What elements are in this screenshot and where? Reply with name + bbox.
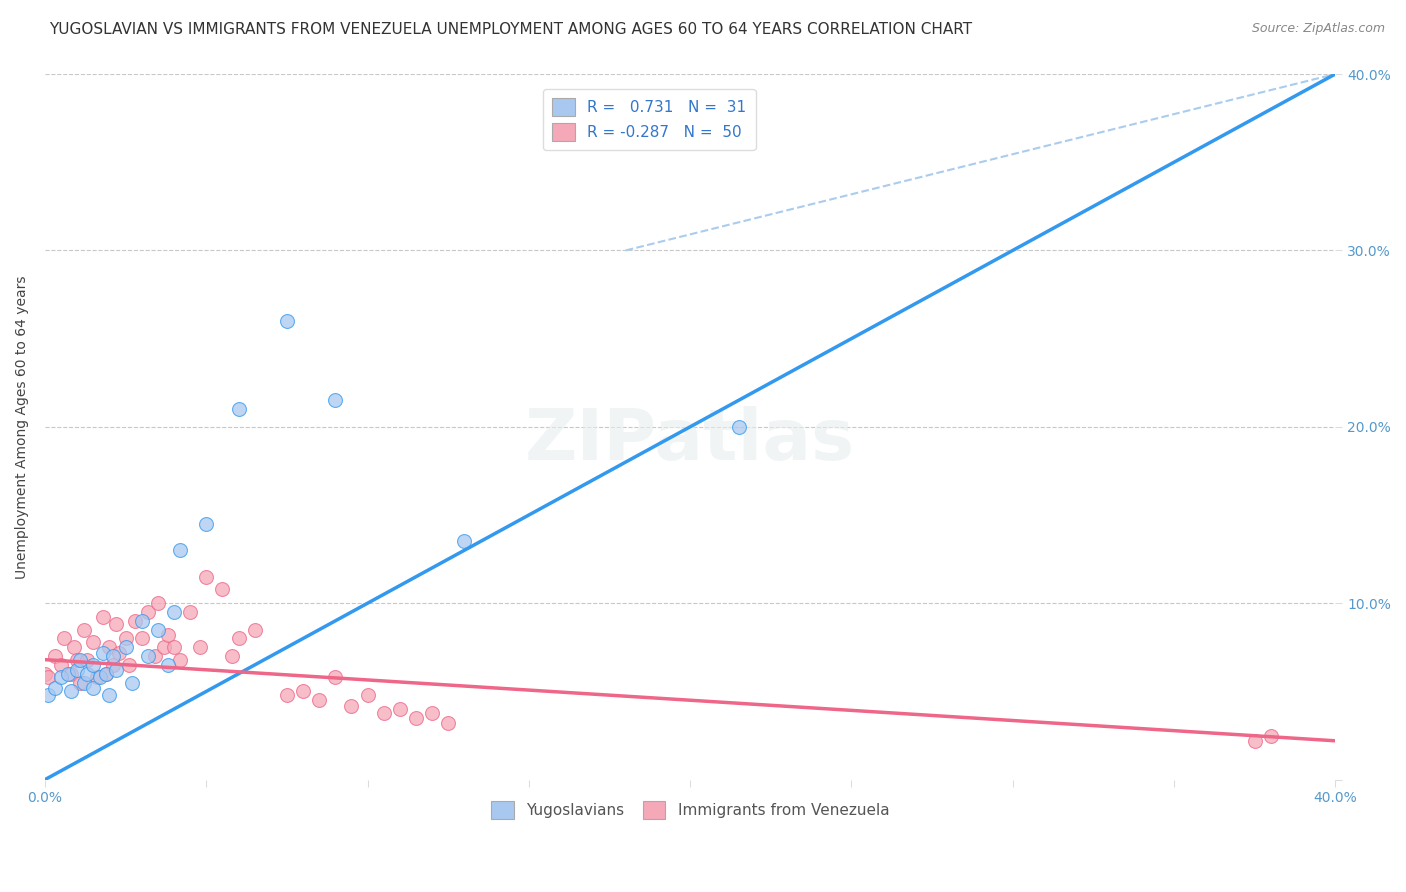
Point xyxy=(146,596,169,610)
Point xyxy=(69,653,91,667)
Point xyxy=(98,640,121,655)
Point xyxy=(153,640,176,655)
Point xyxy=(1243,733,1265,747)
Point xyxy=(323,393,346,408)
Point xyxy=(37,670,59,684)
Point xyxy=(292,684,315,698)
Y-axis label: Unemployment Among Ages 60 to 64 years: Unemployment Among Ages 60 to 64 years xyxy=(15,275,30,579)
Point xyxy=(96,666,118,681)
Legend: Yugoslavians, Immigrants from Venezuela: Yugoslavians, Immigrants from Venezuela xyxy=(485,795,896,825)
Point xyxy=(420,706,443,720)
Point xyxy=(101,649,124,664)
Point xyxy=(49,657,72,672)
Point xyxy=(156,628,179,642)
Point xyxy=(131,632,153,646)
Point xyxy=(405,711,427,725)
Point xyxy=(453,534,475,549)
Point xyxy=(82,681,104,695)
Point xyxy=(340,698,363,713)
Point xyxy=(373,706,395,720)
Point xyxy=(73,675,96,690)
Point xyxy=(44,681,66,695)
Point xyxy=(146,623,169,637)
Point xyxy=(69,675,91,690)
Point xyxy=(228,402,250,417)
Point xyxy=(104,617,127,632)
Point xyxy=(727,419,749,434)
Point xyxy=(76,653,98,667)
Point xyxy=(437,716,460,731)
Point xyxy=(44,649,66,664)
Text: Source: ZipAtlas.com: Source: ZipAtlas.com xyxy=(1251,22,1385,36)
Point xyxy=(114,632,136,646)
Point xyxy=(89,670,111,684)
Point xyxy=(73,623,96,637)
Point xyxy=(179,605,201,619)
Point xyxy=(195,570,218,584)
Point xyxy=(195,516,218,531)
Point xyxy=(56,666,79,681)
Point xyxy=(114,640,136,655)
Point xyxy=(108,646,131,660)
Point xyxy=(276,314,298,328)
Point xyxy=(163,605,186,619)
Point xyxy=(163,640,186,655)
Point xyxy=(96,666,118,681)
Point xyxy=(104,663,127,677)
Point xyxy=(356,688,378,702)
Point xyxy=(37,688,59,702)
Point xyxy=(169,543,191,558)
Point xyxy=(34,666,56,681)
Point xyxy=(59,666,82,681)
Point xyxy=(98,688,121,702)
Text: YUGOSLAVIAN VS IMMIGRANTS FROM VENEZUELA UNEMPLOYMENT AMONG AGES 60 TO 64 YEARS : YUGOSLAVIAN VS IMMIGRANTS FROM VENEZUELA… xyxy=(49,22,973,37)
Point xyxy=(59,684,82,698)
Point xyxy=(169,653,191,667)
Point xyxy=(49,670,72,684)
Point xyxy=(86,670,108,684)
Point xyxy=(91,646,114,660)
Point xyxy=(66,663,89,677)
Point xyxy=(53,632,76,646)
Point xyxy=(308,693,330,707)
Point xyxy=(188,640,211,655)
Point xyxy=(276,688,298,702)
Point xyxy=(66,653,89,667)
Point xyxy=(91,610,114,624)
Point xyxy=(143,649,166,664)
Point xyxy=(82,657,104,672)
Point xyxy=(243,623,266,637)
Point xyxy=(131,614,153,628)
Text: ZIPatlas: ZIPatlas xyxy=(524,407,855,475)
Point xyxy=(124,614,146,628)
Point xyxy=(76,666,98,681)
Point xyxy=(1260,729,1282,743)
Point xyxy=(118,657,141,672)
Point xyxy=(101,657,124,672)
Point xyxy=(228,632,250,646)
Point xyxy=(211,582,233,596)
Point xyxy=(388,702,411,716)
Point xyxy=(63,640,86,655)
Point xyxy=(136,605,159,619)
Point xyxy=(136,649,159,664)
Point xyxy=(121,675,143,690)
Point xyxy=(82,635,104,649)
Point xyxy=(156,657,179,672)
Point xyxy=(323,670,346,684)
Point xyxy=(221,649,243,664)
